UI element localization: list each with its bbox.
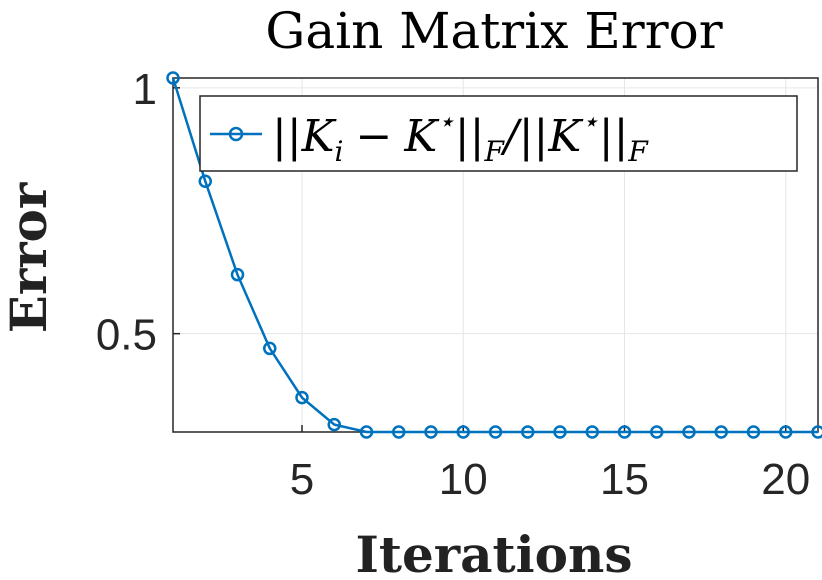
x-tick-label: 15 — [600, 455, 649, 504]
data-point — [682, 425, 696, 439]
legend-sub-f-2: F — [627, 135, 649, 168]
legend-minus: − — [356, 111, 393, 162]
data-point — [198, 174, 212, 188]
legend-pipes-open: || — [272, 111, 302, 162]
data-point — [521, 425, 535, 439]
y-axis-label: Error — [0, 182, 58, 333]
data-point — [617, 425, 632, 439]
legend-k-star-2: K — [547, 111, 583, 162]
legend-k: K — [301, 111, 337, 162]
data-point — [263, 341, 277, 356]
chart-title: Gain Matrix Error — [265, 2, 722, 60]
legend-star-2: ⋆ — [581, 105, 599, 138]
data-point — [392, 425, 406, 439]
legend-star: ⋆ — [437, 105, 455, 138]
data-point — [746, 425, 761, 439]
legend-slash: / — [500, 111, 523, 162]
data-point — [327, 417, 341, 432]
data-point — [295, 390, 309, 405]
axis-ticks: 5 10 15 20 0.5 1 — [96, 65, 810, 504]
data-point — [166, 71, 180, 85]
legend-entry: ||Ki − K⋆||F/||K⋆||F — [272, 105, 649, 168]
data-point — [553, 425, 567, 439]
data-point — [714, 425, 728, 439]
data-point — [230, 267, 245, 282]
x-axis-label: Iterations — [356, 525, 633, 580]
data-point — [650, 425, 664, 439]
data-point — [779, 425, 793, 439]
x-tick-label: 5 — [290, 455, 314, 504]
legend-pipes-close: || — [455, 111, 485, 162]
legend-pipes-close-2: || — [599, 111, 629, 162]
legend-marker-sample — [228, 126, 244, 142]
x-tick-label: 10 — [439, 455, 488, 504]
data-point — [585, 425, 599, 439]
y-tick-label: 1 — [133, 65, 157, 114]
legend-sub-i: i — [335, 135, 344, 168]
data-point — [424, 425, 438, 439]
series-layer — [166, 71, 822, 439]
legend-k-star: K — [403, 111, 439, 162]
legend-pipes-open-2: || — [519, 111, 549, 162]
data-point — [488, 425, 503, 439]
y-tick-label: 0.5 — [96, 311, 157, 360]
data-point — [359, 425, 374, 439]
legend-box — [199, 95, 798, 172]
series-line — [171, 77, 818, 434]
legend-sub-f: F — [483, 135, 505, 168]
legend: ||Ki − K⋆||F/||K⋆||F — [199, 95, 798, 172]
data-point — [811, 425, 822, 439]
x-tick-label: 20 — [761, 455, 810, 504]
data-point — [456, 425, 470, 439]
